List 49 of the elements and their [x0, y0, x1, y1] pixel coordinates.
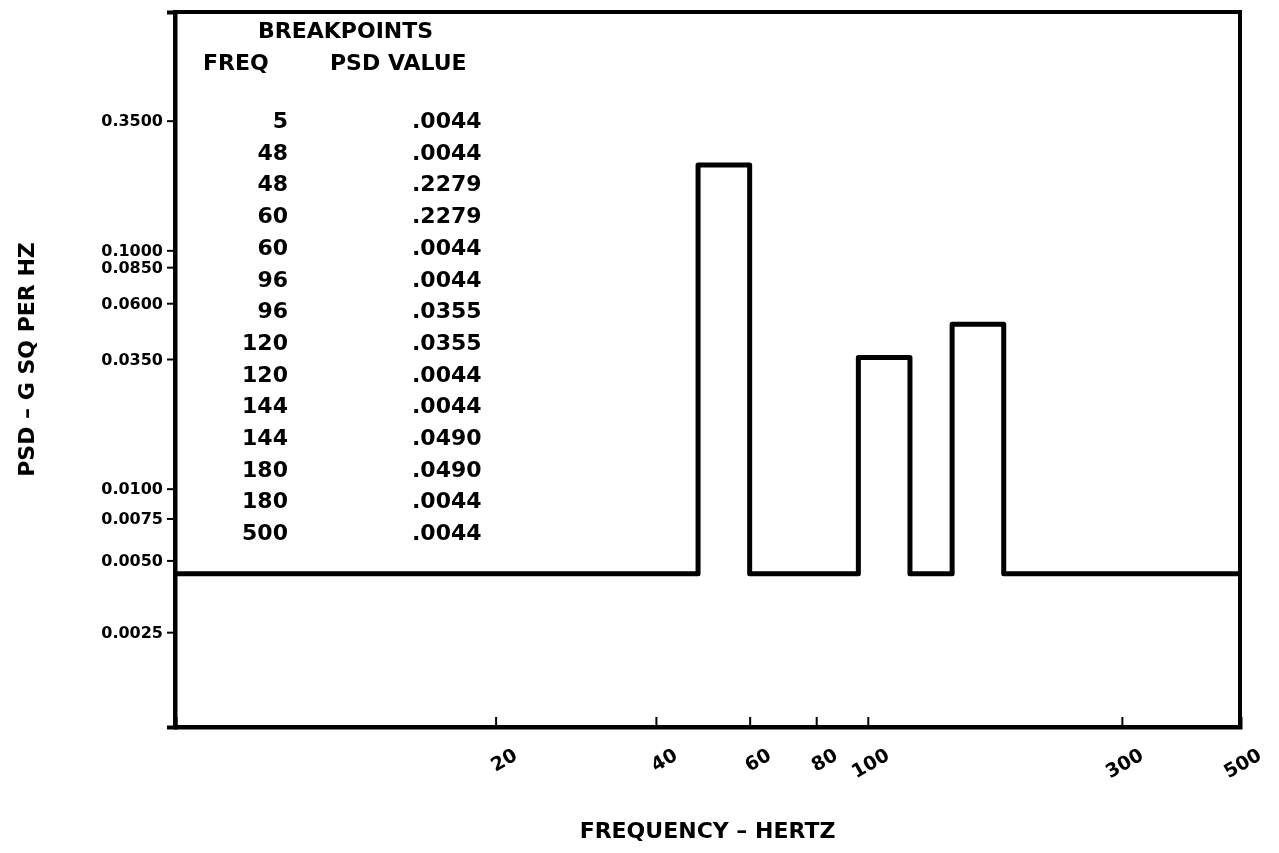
- annotation: BREAKPOINTS: [258, 18, 434, 43]
- y-tick-label: 0.0850: [101, 257, 163, 277]
- annotation: .0490: [412, 456, 482, 482]
- y-axis-title: PSD – G SQ PER HZ: [14, 242, 39, 477]
- y-tick-label: 0.3500: [101, 111, 163, 131]
- x-tick-label: 80: [807, 743, 842, 776]
- annotation: .0044: [412, 361, 482, 387]
- annotation: 180: [242, 488, 288, 514]
- x-tick-label: 100: [847, 743, 893, 783]
- annotation: .2279: [412, 171, 482, 197]
- y-tick-label: 0.0075: [101, 509, 163, 529]
- annotation: .0044: [412, 108, 482, 133]
- annotation: 144: [242, 393, 288, 419]
- annotation: 120: [242, 329, 288, 355]
- annotation: 60: [257, 234, 288, 260]
- annotation: 48: [257, 171, 288, 197]
- annotation: 120: [242, 361, 288, 387]
- annotation: 60: [257, 203, 288, 229]
- y-tick-label: 0.0025: [101, 622, 163, 642]
- annotation: .0355: [412, 298, 482, 324]
- annotation: .0044: [412, 488, 482, 514]
- x-tick-label: 20: [486, 743, 521, 776]
- x-tick-label: 500: [1219, 743, 1265, 783]
- annotation: 500: [242, 520, 288, 546]
- x-axis-title: FREQUENCY – HERTZ: [579, 818, 836, 843]
- annotation: PSD VALUE: [330, 50, 467, 75]
- annotation: .0044: [412, 393, 482, 419]
- x-tick-label: 60: [740, 743, 775, 776]
- annotation: .0044: [412, 520, 482, 546]
- y-tick-label: 0.0600: [101, 293, 163, 313]
- x-tick-label: 40: [646, 743, 681, 776]
- annotation: 5: [272, 108, 288, 133]
- annotation: .2279: [412, 203, 482, 229]
- x-tick-label: 300: [1101, 743, 1147, 783]
- annotation: .0490: [412, 425, 482, 450]
- annotation: 96: [257, 266, 288, 292]
- y-tick-label: 0.0350: [101, 349, 163, 369]
- annotation: 144: [242, 425, 288, 450]
- y-tick-label: 0.0050: [101, 551, 163, 571]
- annotation: .0355: [412, 329, 482, 355]
- annotation: .0044: [412, 266, 482, 292]
- annotation: .0044: [412, 234, 482, 260]
- y-tick-label: 0.0100: [101, 479, 163, 499]
- annotation: 96: [257, 298, 288, 324]
- y-tick-label: 0.1000: [101, 240, 163, 260]
- annotation: 48: [257, 139, 288, 165]
- annotation: 180: [242, 456, 288, 482]
- annotation: FREQ: [203, 50, 269, 75]
- annotation: .0044: [412, 139, 482, 165]
